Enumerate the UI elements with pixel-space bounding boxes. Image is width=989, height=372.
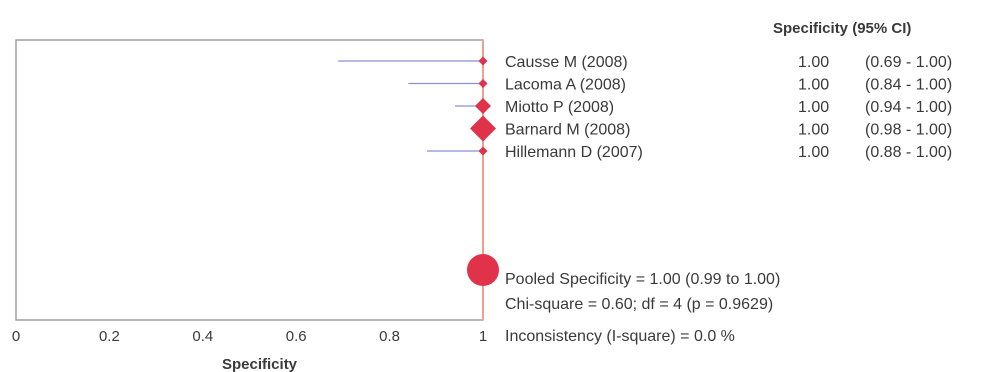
study-marker-4 <box>478 146 488 156</box>
study-label-3: Barnard M (2008) <box>505 122 630 139</box>
study-label-1: Lacoma A (2008) <box>505 77 626 94</box>
study-ci-0: (0.69 - 1.00) <box>865 54 952 71</box>
study-value-4: 1.00 <box>798 144 829 161</box>
study-marker-2 <box>475 98 491 114</box>
x-tick-label-4: 0.8 <box>379 328 400 345</box>
study-marker-0 <box>478 56 488 66</box>
inconsistency-text: Inconsistency (I-square) = 0.0 % <box>505 328 735 345</box>
ci-column-header: Specificity (95% CI) <box>773 20 911 37</box>
pooled-marker <box>467 254 499 286</box>
study-ci-2: (0.94 - 1.00) <box>865 99 952 116</box>
study-label-4: Hillemann D (2007) <box>505 144 643 161</box>
x-axis-ticks: 0 0.2 0.4 0.6 0.8 1 <box>12 328 487 345</box>
study-marker-3 <box>470 115 496 142</box>
study-label-2: Miotto P (2008) <box>505 99 614 116</box>
study-marker-1 <box>478 79 488 88</box>
study-value-1: 1.00 <box>798 77 829 94</box>
study-label-0: Causse M (2008) <box>505 54 628 71</box>
study-ci-3: (0.98 - 1.00) <box>865 122 952 139</box>
pooled-specificity-text: Pooled Specificity = 1.00 (0.99 to 1.00) <box>505 271 780 288</box>
chi-square-text: Chi-square = 0.60; df = 4 (p = 0.9629) <box>505 296 773 313</box>
x-tick-label-0: 0 <box>12 328 20 345</box>
x-tick-label-2: 0.4 <box>192 328 213 345</box>
x-tick-label-3: 0.6 <box>286 328 307 345</box>
study-value-2: 1.00 <box>798 99 829 116</box>
study-value-3: 1.00 <box>798 122 829 139</box>
study-ci-1: (0.84 - 1.00) <box>865 77 952 94</box>
x-axis-title: Specificity <box>222 356 298 372</box>
x-tick-label-1: 0.2 <box>99 328 120 345</box>
plot-frame <box>15 39 484 321</box>
study-marks <box>338 56 499 286</box>
study-ci-4: (0.88 - 1.00) <box>865 144 952 161</box>
summary-statistics: Pooled Specificity = 1.00 (0.99 to 1.00)… <box>505 271 780 345</box>
x-tick-label-5: 1 <box>479 328 487 345</box>
study-value-0: 1.00 <box>798 54 829 71</box>
